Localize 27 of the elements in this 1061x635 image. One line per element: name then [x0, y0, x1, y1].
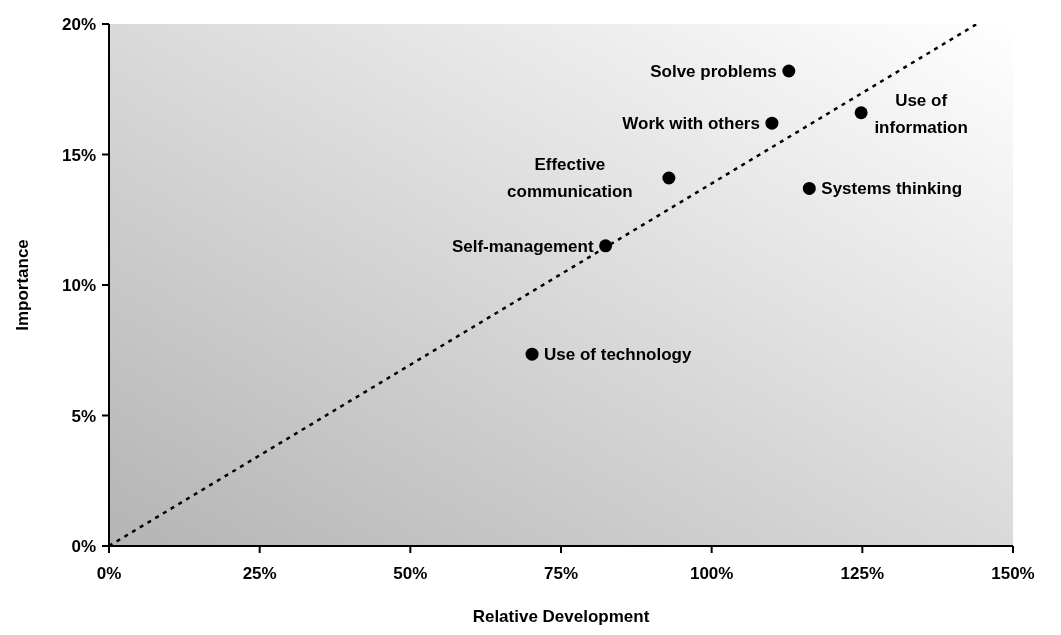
y-tick-label: 0% [71, 537, 96, 557]
y-tick-label: 10% [61, 276, 96, 296]
x-tick-label: 150% [991, 564, 1035, 584]
x-tick-label: 0% [96, 564, 122, 584]
series-label: Use of technology [544, 345, 692, 365]
point [525, 347, 539, 361]
x-tick-label: 125% [840, 564, 885, 584]
x-tick-label: 100% [689, 564, 734, 584]
series-label: Self-management [451, 236, 594, 256]
y-tick-label: 5% [71, 406, 96, 426]
series-label: Use of information [874, 90, 968, 137]
point [782, 64, 796, 78]
point [662, 171, 676, 185]
x-tick-label: 75% [543, 564, 579, 584]
series-label: Effective communication [507, 154, 633, 201]
series-label: Work with others [622, 114, 760, 134]
x-tick-label: 25% [242, 564, 277, 584]
series-label: Systems thinking [821, 179, 963, 199]
x-axis-title: Relative Development [472, 607, 650, 626]
y-tick-label: 20% [61, 15, 96, 35]
point [765, 116, 779, 130]
y-tick-label: 15% [61, 145, 96, 165]
series-label: Solve problems [650, 61, 777, 81]
point [854, 106, 868, 120]
point [802, 181, 816, 195]
y-axis-title: Importance [13, 239, 33, 331]
x-tick-label: 50% [393, 564, 428, 584]
